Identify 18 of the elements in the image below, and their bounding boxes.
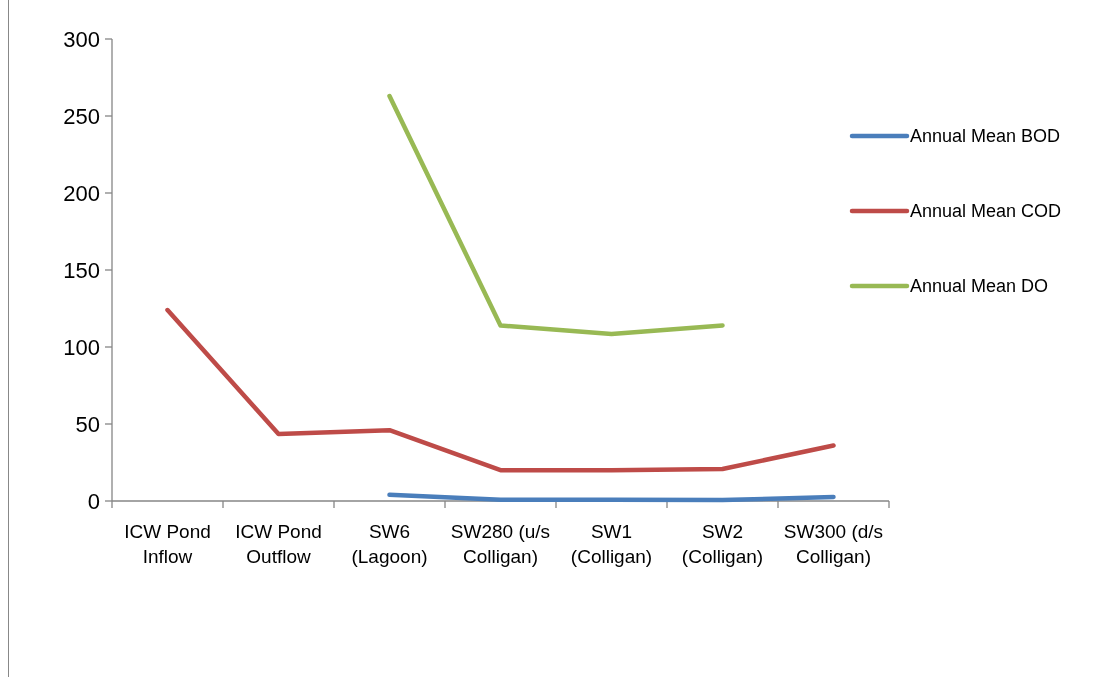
x-tick-label: SW1 (Colligan) xyxy=(570,521,653,567)
y-tick-label: 250 xyxy=(63,103,100,129)
y-tick-label: 300 xyxy=(63,26,100,52)
legend-label: Annual Mean DO xyxy=(910,276,1049,297)
y-tick-label: 50 xyxy=(75,411,100,437)
legend-label: Annual Mean COD xyxy=(910,201,1062,222)
y-tick-label: 100 xyxy=(63,334,100,360)
x-tick-label: SW300 (d/s Colligan) xyxy=(783,521,884,567)
line-series xyxy=(165,307,836,473)
y-tick-label: 200 xyxy=(63,180,100,206)
y-tick-label: 0 xyxy=(87,488,100,514)
x-tick-label: SW280 (u/s Colligan) xyxy=(450,521,551,567)
x-tick-label: SW6 (Lagoon) xyxy=(351,521,428,567)
x-tick-label: ICW Pond Inflow xyxy=(124,521,211,567)
x-tick-label: ICW Pond Outflow xyxy=(235,521,322,567)
legend-label: Annual Mean BOD xyxy=(910,126,1061,147)
y-tick-label: 150 xyxy=(63,257,100,283)
x-tick-label: SW2 (Colligan) xyxy=(681,521,764,567)
